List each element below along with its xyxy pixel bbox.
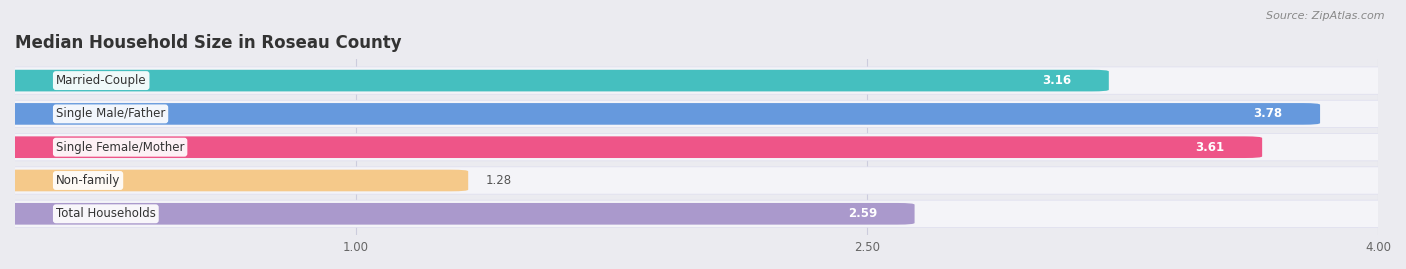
FancyBboxPatch shape bbox=[0, 167, 1395, 194]
FancyBboxPatch shape bbox=[0, 200, 1395, 228]
Text: Non-family: Non-family bbox=[56, 174, 121, 187]
Text: Total Households: Total Households bbox=[56, 207, 156, 220]
FancyBboxPatch shape bbox=[0, 133, 1395, 161]
Text: 2.59: 2.59 bbox=[848, 207, 877, 220]
FancyBboxPatch shape bbox=[0, 67, 1395, 94]
FancyBboxPatch shape bbox=[0, 70, 1109, 91]
Text: 1.28: 1.28 bbox=[485, 174, 512, 187]
Text: 3.61: 3.61 bbox=[1195, 141, 1225, 154]
FancyBboxPatch shape bbox=[0, 103, 1320, 125]
FancyBboxPatch shape bbox=[0, 203, 914, 225]
Text: Single Male/Father: Single Male/Father bbox=[56, 107, 166, 121]
Text: 3.78: 3.78 bbox=[1254, 107, 1282, 121]
FancyBboxPatch shape bbox=[0, 136, 1263, 158]
FancyBboxPatch shape bbox=[0, 170, 468, 191]
Text: Married-Couple: Married-Couple bbox=[56, 74, 146, 87]
FancyBboxPatch shape bbox=[0, 100, 1395, 128]
Text: 3.16: 3.16 bbox=[1042, 74, 1071, 87]
Text: Single Female/Mother: Single Female/Mother bbox=[56, 141, 184, 154]
Text: Source: ZipAtlas.com: Source: ZipAtlas.com bbox=[1267, 11, 1385, 21]
Text: Median Household Size in Roseau County: Median Household Size in Roseau County bbox=[15, 34, 402, 52]
